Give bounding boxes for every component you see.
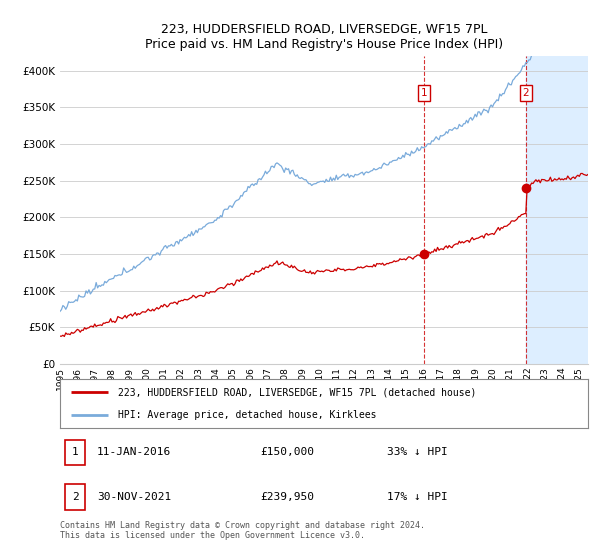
Text: £150,000: £150,000 bbox=[260, 447, 314, 457]
Text: 1: 1 bbox=[421, 88, 428, 98]
Text: £239,950: £239,950 bbox=[260, 492, 314, 502]
Text: 33% ↓ HPI: 33% ↓ HPI bbox=[388, 447, 448, 457]
Title: 223, HUDDERSFIELD ROAD, LIVERSEDGE, WF15 7PL
Price paid vs. HM Land Registry's H: 223, HUDDERSFIELD ROAD, LIVERSEDGE, WF15… bbox=[145, 22, 503, 50]
Text: Contains HM Land Registry data © Crown copyright and database right 2024.
This d: Contains HM Land Registry data © Crown c… bbox=[60, 521, 425, 540]
Text: 11-JAN-2016: 11-JAN-2016 bbox=[97, 447, 171, 457]
Text: 2: 2 bbox=[523, 88, 529, 98]
Text: 17% ↓ HPI: 17% ↓ HPI bbox=[388, 492, 448, 502]
FancyBboxPatch shape bbox=[65, 484, 85, 510]
Text: 1: 1 bbox=[72, 447, 79, 457]
Text: 2: 2 bbox=[72, 492, 79, 502]
FancyBboxPatch shape bbox=[65, 440, 85, 465]
Text: HPI: Average price, detached house, Kirklees: HPI: Average price, detached house, Kirk… bbox=[118, 410, 377, 420]
Text: 223, HUDDERSFIELD ROAD, LIVERSEDGE, WF15 7PL (detached house): 223, HUDDERSFIELD ROAD, LIVERSEDGE, WF15… bbox=[118, 388, 476, 398]
Bar bbox=[526, 56, 600, 364]
Text: 30-NOV-2021: 30-NOV-2021 bbox=[97, 492, 171, 502]
